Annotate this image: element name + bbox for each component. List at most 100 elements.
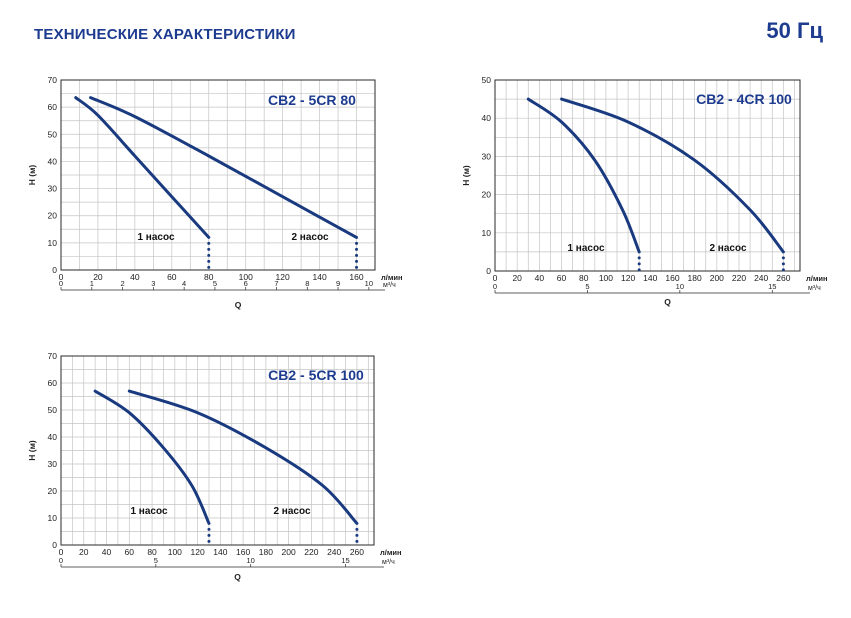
series-drop-dot [355,241,359,245]
y-tick-label: 60 [48,102,58,112]
y-tick-label: 60 [48,378,58,388]
y-tick-label: 10 [48,513,58,523]
x-tick-label-m3h: 10 [676,282,684,291]
y-axis-label: H (м) [461,165,471,186]
x-tick-label-lpm: 40 [102,547,112,557]
series-curve-1 [526,97,641,254]
x-tick-label-m3h: 2 [120,279,124,288]
x-tick-label-lpm: 60 [125,547,135,557]
x-tick-label-lpm: 240 [754,273,768,283]
x-tick-label-lpm: 40 [535,273,545,283]
x-tick-label-lpm: 120 [276,272,290,282]
x-tick-label-m3h: 5 [213,279,217,288]
x-tick-label-lpm: 0 [59,547,64,557]
chart-title: CB2 - 5CR 100 [268,367,364,383]
series-drop-dot [207,527,211,531]
x-tick-label-lpm: 100 [168,547,182,557]
x-tick-label-lpm: 180 [688,273,702,283]
x-tick-label-m3h: 6 [244,279,248,288]
series-drop-dot [637,256,641,260]
plot-frame [60,79,376,271]
series-curve-1 [74,96,211,239]
x-tick-label-lpm: 120 [621,273,635,283]
y-tick-label: 20 [48,211,58,221]
y-tick-label: 10 [482,228,492,238]
series-drop-dot [637,262,641,266]
x-tick-label-lpm: 240 [327,547,341,557]
x-unit-lpm: л/мин [381,273,403,282]
y-axis-label: H (м) [27,440,37,461]
series-drop-dot [355,265,359,269]
x-tick-label-lpm: 80 [579,273,589,283]
series-label: 2 насос [709,243,746,254]
x-tick-label-lpm: 20 [93,272,103,282]
x-tick-label-lpm: 140 [312,272,326,282]
x-tick-label-lpm: 220 [732,273,746,283]
x-tick-label-lpm: 160 [665,273,679,283]
x-tick-label-lpm: 20 [512,273,522,283]
chart-title: CB2 - 5CR 80 [268,92,356,108]
x-unit-lpm: л/мин [806,274,828,283]
x-tick-label-m3h: 15 [341,556,349,565]
series-drop-dot [207,265,211,269]
x-tick-label-lpm: 0 [493,273,498,283]
series-label: 1 насос [567,243,604,254]
x-tick-label-lpm: 160 [349,272,363,282]
x-tick-label-lpm: 260 [350,547,364,557]
x-tick-label-lpm: 260 [776,273,790,283]
page-title: ТЕХНИЧЕСКИЕ ХАРАКТЕРИСТИКИ [34,26,296,43]
series-curve-2 [127,389,359,525]
x-tick-label-m3h: 4 [182,279,186,288]
y-tick-label: 20 [48,486,58,496]
x-tick-label-lpm: 160 [236,547,250,557]
x-tick-label-m3h: 9 [336,279,340,288]
x-tick-label-lpm: 40 [130,272,140,282]
x-tick-label-lpm: 100 [599,273,613,283]
x-tick-label-m3h: 7 [274,279,278,288]
y-tick-label: 0 [486,266,491,276]
series-curve-1 [93,389,211,525]
x-tick-label-lpm: 140 [643,273,657,283]
x-tick-label-m3h: 0 [493,282,497,291]
x-tick-label-lpm: 180 [259,547,273,557]
series-label: 2 насос [291,232,328,243]
x-tick-label-m3h: 0 [59,279,63,288]
series-drop-dot [781,268,785,272]
x-tick-label-m3h: 8 [305,279,309,288]
series-curve-2 [89,96,359,239]
x-axis-label: Q [664,297,671,307]
x-tick-label-lpm: 60 [167,272,177,282]
x-tick-label-lpm: 60 [557,273,567,283]
series-drop-dot [355,533,359,537]
series-drop-dot [207,259,211,263]
y-tick-label: 50 [48,129,58,139]
y-tick-label: 70 [48,75,58,85]
y-tick-label: 30 [482,151,492,161]
series-drop-dot [207,533,211,537]
x-tick-label-lpm: 200 [710,273,724,283]
series-drop-dot [781,262,785,266]
y-tick-label: 50 [48,405,58,415]
series-drop-dot [207,241,211,245]
x-tick-label-lpm: 100 [239,272,253,282]
series-label: 1 насос [130,506,167,517]
series-drop-dot [355,539,359,543]
x-tick-label-m3h: 10 [365,279,373,288]
x-tick-label-lpm: 140 [213,547,227,557]
x-axis-label: Q [234,572,241,582]
chart-title: CB2 - 4CR 100 [696,91,792,107]
x-tick-label-m3h: 5 [154,556,158,565]
y-tick-label: 30 [48,459,58,469]
y-tick-label: 30 [48,184,58,194]
series-drop-dot [355,259,359,263]
series-drop-dot [355,253,359,257]
x-tick-label-lpm: 120 [190,547,204,557]
x-tick-label-lpm: 80 [204,272,214,282]
series-drop-dot [355,247,359,251]
series-drop-dot [355,527,359,531]
x-tick-label-m3h: 5 [585,282,589,291]
y-axis-label: H (м) [27,165,37,186]
y-tick-label: 40 [48,156,58,166]
